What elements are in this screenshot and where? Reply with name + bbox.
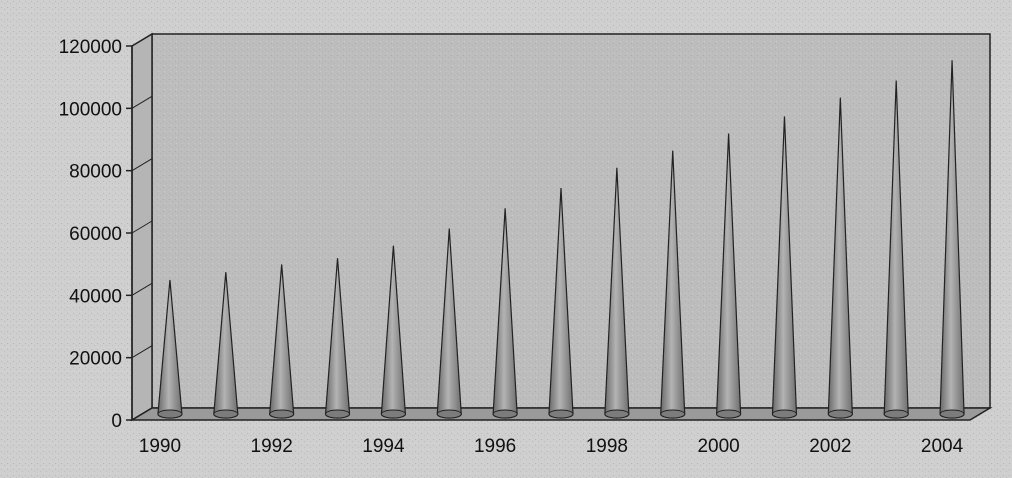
y-tick-label: 0 bbox=[111, 411, 122, 432]
x-tick-label: 1994 bbox=[362, 436, 405, 457]
y-tick-depth bbox=[131, 33, 153, 47]
cone-base bbox=[771, 409, 797, 419]
cone-2001 bbox=[771, 116, 798, 419]
cone-1991 bbox=[213, 272, 239, 419]
cone-1994 bbox=[380, 245, 407, 419]
x-tick-label: 1990 bbox=[139, 436, 181, 457]
cone-2004 bbox=[939, 60, 965, 419]
cone-1996 bbox=[492, 208, 518, 419]
cone-base bbox=[269, 409, 295, 419]
cone-base bbox=[939, 409, 965, 419]
cone-base bbox=[157, 409, 183, 419]
cone-base bbox=[660, 409, 686, 419]
cone-1999 bbox=[660, 150, 686, 419]
y-tick-label: 60000 bbox=[69, 224, 122, 245]
cone-base bbox=[604, 409, 630, 419]
y-tick-depth bbox=[131, 282, 153, 296]
cone-1993 bbox=[324, 258, 351, 419]
cone-1998 bbox=[604, 167, 630, 419]
x-tick-label: 2002 bbox=[809, 436, 851, 457]
y-tick-depth bbox=[131, 407, 153, 421]
cone-base bbox=[827, 409, 853, 419]
x-tick-label: 1998 bbox=[586, 436, 628, 457]
cone-2003 bbox=[883, 80, 909, 419]
y-tick-label: 120000 bbox=[59, 37, 122, 58]
y-tick-depth bbox=[131, 95, 153, 109]
cone-2002 bbox=[827, 97, 853, 419]
cone-1995 bbox=[436, 228, 462, 419]
cone-base bbox=[436, 409, 462, 419]
cone-1990 bbox=[157, 279, 183, 419]
y-tick-depth bbox=[131, 220, 153, 234]
cone-base bbox=[883, 409, 909, 419]
y-tick-depth bbox=[131, 345, 153, 359]
x-tick-label: 1996 bbox=[474, 436, 516, 457]
y-tick-label: 100000 bbox=[59, 99, 122, 120]
y-tick-label: 80000 bbox=[69, 162, 122, 183]
cone-base bbox=[380, 409, 406, 419]
y-tick-label: 20000 bbox=[69, 349, 122, 370]
x-tick-label: 1992 bbox=[251, 436, 293, 457]
cone-base bbox=[716, 409, 742, 419]
cone-1992 bbox=[269, 264, 295, 419]
cone-1997 bbox=[548, 188, 574, 419]
cone-base bbox=[492, 409, 518, 419]
y-tick-label: 40000 bbox=[69, 286, 122, 307]
x-tick-label: 2004 bbox=[921, 436, 964, 457]
cone-2000 bbox=[715, 133, 742, 419]
cone-base bbox=[548, 409, 574, 419]
x-tick-label: 2000 bbox=[697, 436, 739, 457]
cone-base bbox=[325, 409, 351, 419]
y-tick-depth bbox=[131, 158, 153, 172]
cone-base bbox=[213, 409, 239, 419]
